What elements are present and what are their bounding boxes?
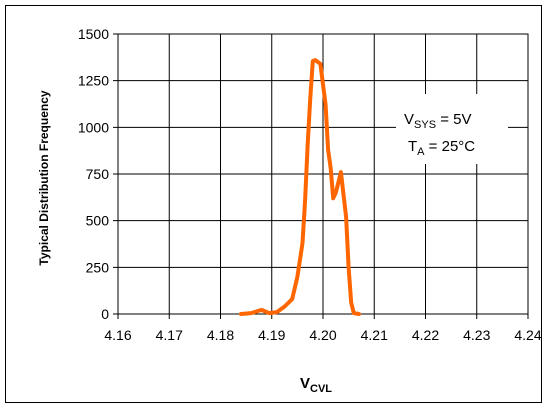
distribution-line bbox=[239, 58, 361, 316]
x-tick-label: 4.21 bbox=[361, 327, 388, 343]
x-tick-label: 4.23 bbox=[463, 327, 490, 343]
y-tick-label: 750 bbox=[86, 166, 110, 182]
x-tick-label: 4.19 bbox=[258, 327, 285, 343]
annotation-vsys: VSYS = 5V bbox=[404, 111, 471, 131]
annotation-vsys-main: V bbox=[404, 111, 414, 128]
y-tick-label: 1250 bbox=[78, 73, 109, 89]
y-tick-labels: 0 250 500 750 1000 1250 1500 bbox=[78, 26, 109, 322]
y-axis-label: Typical Distribution Frequency bbox=[37, 90, 51, 265]
grid bbox=[113, 33, 529, 319]
y-tick-label: 250 bbox=[86, 259, 110, 275]
x-axis-label: VCVL bbox=[300, 375, 332, 395]
series-layer bbox=[239, 58, 361, 316]
x-tick-label: 4.16 bbox=[104, 327, 131, 343]
y-tick-label: 0 bbox=[101, 306, 109, 322]
annotation-ta: TA = 25°C bbox=[408, 138, 475, 158]
plot-border bbox=[117, 33, 529, 315]
y-tick-label: 1000 bbox=[78, 119, 109, 135]
annotation-box bbox=[396, 94, 508, 164]
x-tick-label: 4.22 bbox=[412, 327, 439, 343]
y-tick-label: 500 bbox=[86, 213, 110, 229]
annotation-vsys-sub: SYS bbox=[414, 119, 436, 131]
x-tick-label: 4.24 bbox=[514, 327, 541, 343]
x-axis-label-sub: CVL bbox=[310, 383, 332, 395]
annotation-ta-rest: = 25°C bbox=[425, 138, 476, 155]
x-tick-label: 4.17 bbox=[156, 327, 183, 343]
y-tick-label: 1500 bbox=[78, 26, 109, 42]
x-axis-label-main: V bbox=[300, 375, 310, 392]
annotation-ta-sub: A bbox=[417, 146, 425, 158]
x-tick-label: 4.20 bbox=[309, 327, 336, 343]
x-tick-label: 4.18 bbox=[207, 327, 234, 343]
x-tick-labels: 4.16 4.17 4.18 4.19 4.20 4.21 4.22 4.23 4.24 bbox=[104, 327, 541, 343]
annotation-vsys-rest: = 5V bbox=[436, 111, 471, 128]
annotation-ta-main: T bbox=[408, 138, 417, 155]
chart-frame: 0 250 500 750 1000 1250 1500 4.16 4.17 4.18 4.19 4… bbox=[5, 5, 542, 403]
